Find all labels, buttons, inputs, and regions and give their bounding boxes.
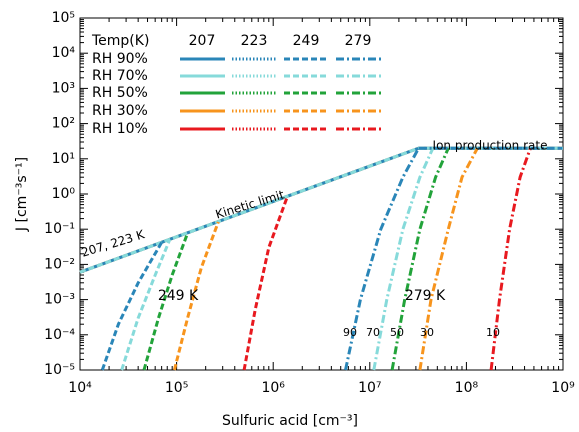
legend-column-label: 207 [189,33,216,49]
annotation: 207, 223 K [80,227,147,260]
x-axis-label: Sulfuric acid [cm⁻³] [222,413,358,429]
curve [100,241,163,371]
x-tick-label: 10⁴ [68,380,92,396]
y-tick-label: 10⁵ [52,10,75,26]
curve [79,146,563,274]
annotation: Kinetic limit [214,187,286,221]
annotation: 50 [390,326,404,339]
y-tick-label: 10² [52,116,75,132]
annotation: 10 [486,326,500,339]
x-tick-label: 10⁵ [165,380,188,396]
y-tick-label: 10⁰ [52,186,76,202]
legend-row-label: RH 50% [92,85,148,101]
legend-title: Temp(K) [91,33,149,49]
curve [390,147,450,371]
curve [242,196,289,371]
annotation: 90 [343,326,357,339]
plot-frame [79,17,564,371]
annotation: 279 K [405,288,446,304]
annotation: 249 K [158,288,199,304]
legend-column-label: 279 [345,33,372,49]
y-tick-label: 10⁻⁴ [44,327,75,343]
y-tick-label: 10¹ [52,151,75,167]
curve [79,146,563,274]
y-tick-label: 10⁴ [52,45,76,61]
y-tick-label: 10⁻³ [44,292,75,308]
legend-row-label: RH 30% [92,103,148,119]
y-tick-label: 10⁻¹ [44,221,75,237]
curve [372,147,435,371]
curve [172,221,220,371]
x-tick-label: 10⁶ [261,380,285,396]
legend-row-label: RH 10% [92,121,148,137]
x-tick-label: 10⁸ [455,380,479,396]
annotation: 30 [420,326,434,339]
y-tick-label: 10³ [52,80,75,96]
annotation: Ion production rate [433,139,548,153]
curve [418,147,479,371]
x-tick-label: 10⁷ [358,380,381,396]
y-axis-label: J [cm⁻³s⁻¹] [14,157,30,232]
legend-row-label: RH 70% [92,68,148,84]
curve [79,146,563,274]
legend-column-label: 223 [241,33,268,49]
x-tick-label: 10⁹ [551,380,575,396]
curve [142,232,190,371]
legend-row-label: RH 90% [92,51,148,67]
annotation: 70 [366,326,380,339]
legend-column-label: 249 [293,33,320,49]
y-tick-label: 10⁻² [44,256,75,272]
curve [344,147,420,371]
curve [120,238,172,371]
y-tick-label: 10⁻⁵ [44,362,75,378]
